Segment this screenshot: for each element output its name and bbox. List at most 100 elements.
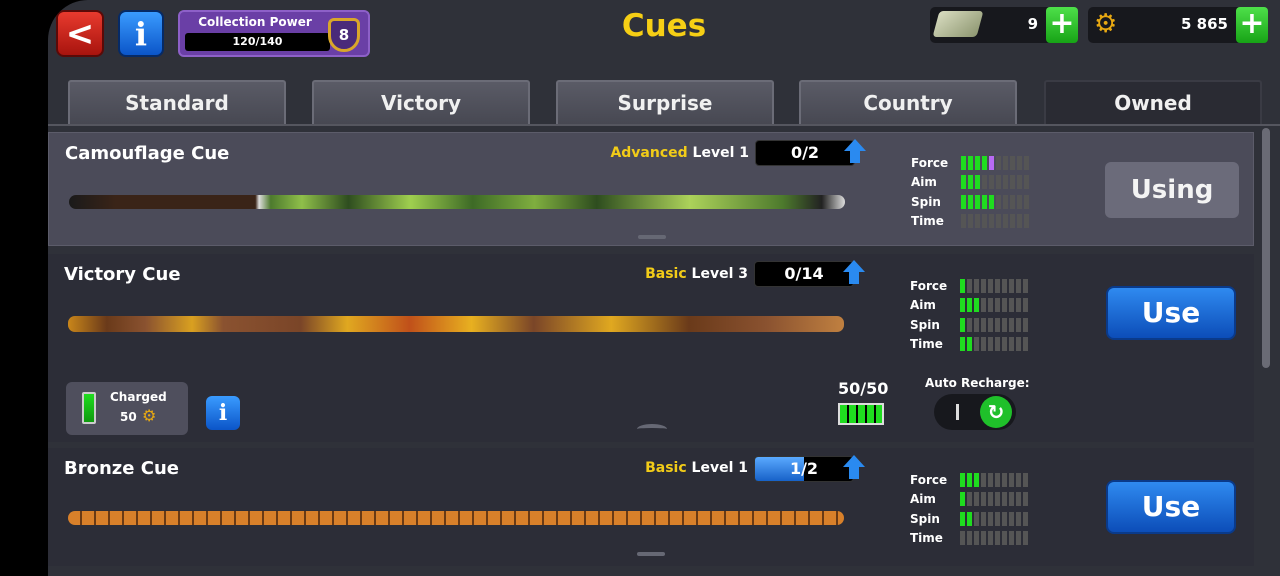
tab-owned[interactable]: Owned (1044, 80, 1262, 126)
cue-level-text: Level 1 (692, 145, 749, 161)
stat-segment (1023, 337, 1028, 352)
collection-power[interactable]: Collection Power 120/140 8 (178, 10, 370, 57)
stat-segment (974, 337, 979, 352)
stat-segment (1017, 194, 1022, 209)
tab-surprise[interactable]: Surprise (556, 80, 774, 124)
tab-victory[interactable]: Victory (312, 80, 530, 124)
add-cash-button[interactable]: + (1046, 7, 1078, 43)
stat-segment (995, 298, 1000, 313)
stat-segment (988, 531, 993, 546)
stat-segment (967, 492, 972, 507)
stat-segment (988, 492, 993, 507)
stat-segment (967, 298, 972, 313)
stat-segment (988, 278, 993, 293)
stat-segment (1003, 194, 1008, 209)
stat-segment (988, 472, 993, 487)
stat-spin: Spin (910, 315, 1040, 335)
stat-aim: Aim (910, 490, 1040, 510)
upgrade-arrow-icon[interactable] (843, 455, 865, 479)
info-button[interactable]: i (118, 10, 164, 57)
stat-segment (1002, 337, 1007, 352)
stat-segment (982, 214, 987, 229)
info-icon: i (134, 14, 148, 53)
stat-label: Force (911, 155, 949, 170)
charge-info-button[interactable]: i (206, 396, 240, 430)
cue-name: Bronze Cue (64, 458, 179, 479)
cue-tier: Basic (645, 266, 687, 282)
stat-segment (960, 531, 965, 546)
tab-country[interactable]: Country (799, 80, 1017, 124)
stat-segment (961, 155, 966, 170)
stat-segment (1009, 298, 1014, 313)
stat-segment (1023, 511, 1028, 526)
stat-segment (960, 337, 965, 352)
stat-segment (995, 337, 1000, 352)
cue-row-victory[interactable]: Victory Cue Basic Level 3 0/14 Force Aim S… (48, 254, 1254, 442)
upgrade-arrow-icon[interactable] (844, 139, 866, 163)
use-button[interactable]: Use (1106, 480, 1236, 534)
cue-level: Advanced Level 1 (599, 145, 749, 161)
stat-segment (1023, 298, 1028, 313)
stat-segment (1002, 492, 1007, 507)
stat-segment (1009, 531, 1014, 546)
stat-segment (981, 298, 986, 313)
stat-segment (1009, 511, 1014, 526)
stat-segment (988, 317, 993, 332)
cue-level-text: Level 3 (691, 266, 748, 282)
cue-level: Basic Level 1 (598, 460, 748, 476)
stat-segment (967, 337, 972, 352)
stat-segment (1017, 214, 1022, 229)
stat-segment (1009, 492, 1014, 507)
stat-segment (961, 194, 966, 209)
stat-segment (967, 278, 972, 293)
charge-cost: 50 (120, 410, 137, 424)
cue-row-camouflage[interactable]: Camouflage Cue Advanced Level 1 0/2 Forc… (48, 132, 1254, 246)
cues-screen: < i Collection Power 120/140 8 Cues 9 + … (48, 0, 1280, 576)
stat-segment (1003, 175, 1008, 190)
stat-segment (1016, 492, 1021, 507)
stat-segment (961, 214, 966, 229)
cue-name: Camouflage Cue (65, 143, 230, 164)
collapse-chevron-icon[interactable] (637, 424, 667, 434)
use-button[interactable]: Use (1106, 286, 1236, 340)
battery-full-icon (838, 403, 884, 425)
stat-segment (1023, 317, 1028, 332)
stat-segment (1024, 214, 1029, 229)
stat-segment (960, 317, 965, 332)
back-button[interactable]: < (56, 10, 104, 57)
cue-pieces: 0/14 (784, 264, 824, 283)
toggle-on-mark (956, 404, 959, 420)
add-coins-button[interactable]: + (1236, 7, 1268, 43)
stat-segment (967, 511, 972, 526)
tab-standard[interactable]: Standard (68, 80, 286, 124)
stat-segment (995, 278, 1000, 293)
stat-segment (1002, 278, 1007, 293)
stat-time: Time (910, 529, 1040, 549)
scrollbar[interactable] (1262, 128, 1270, 368)
stat-segment (988, 337, 993, 352)
stat-label: Spin (911, 194, 941, 209)
stat-segment (1023, 531, 1028, 546)
using-button[interactable]: Using (1105, 162, 1239, 218)
stat-segment (1002, 511, 1007, 526)
stat-segment (975, 175, 980, 190)
stat-segment (968, 155, 973, 170)
charged-indicator: Charged 50 ⚙ (66, 382, 188, 435)
stat-segment (975, 194, 980, 209)
stat-segment (1009, 472, 1014, 487)
stat-segment (1002, 531, 1007, 546)
stat-segment (982, 175, 987, 190)
auto-recharge-toggle[interactable]: ↻ (934, 394, 1016, 430)
stat-spin: Spin (910, 509, 1040, 529)
stat-segment (995, 492, 1000, 507)
expand-handle[interactable] (638, 235, 666, 239)
cue-row-bronze[interactable]: Bronze Cue Basic Level 1 1/2 Force Aim Spi… (48, 448, 1254, 566)
cue-pieces-progress: 1/2 (754, 456, 854, 482)
coin-gear-icon: ⚙ (142, 406, 157, 425)
progress-fill (755, 457, 804, 481)
stat-time: Time (910, 335, 1040, 355)
expand-handle[interactable] (637, 552, 665, 556)
stat-segment (1010, 214, 1015, 229)
upgrade-arrow-icon[interactable] (843, 260, 865, 284)
cue-level: Basic Level 3 (598, 266, 748, 282)
